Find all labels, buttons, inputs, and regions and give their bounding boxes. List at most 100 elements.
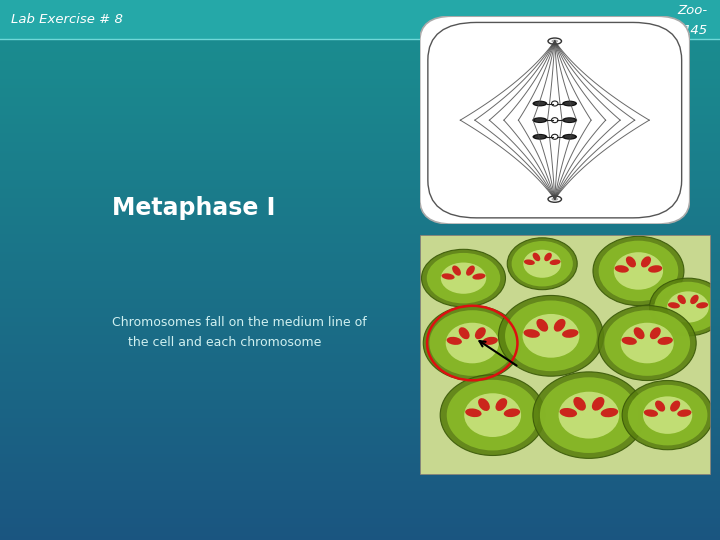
Ellipse shape [475, 327, 486, 339]
Bar [0, 157, 720, 158]
Bar [0, 324, 720, 326]
Bar [0, 282, 720, 285]
Bar [0, 275, 720, 277]
Bar [0, 463, 720, 464]
Bar [0, 123, 720, 124]
Ellipse shape [592, 397, 604, 410]
Bar [0, 468, 720, 470]
Bar [0, 99, 720, 101]
Bar [0, 270, 720, 272]
Bar [0, 529, 720, 531]
Ellipse shape [429, 310, 515, 376]
Bar [0, 207, 720, 209]
Bar [0, 486, 720, 488]
Ellipse shape [534, 118, 545, 122]
Bar [0, 160, 720, 162]
Bar [0, 124, 720, 126]
Bar [0, 464, 720, 466]
Bar [0, 349, 720, 351]
Bar [0, 196, 720, 198]
Bar [0, 133, 720, 135]
Bar [0, 23, 720, 25]
Bar [0, 25, 720, 27]
Ellipse shape [427, 253, 500, 303]
Bar [0, 444, 720, 447]
Bar [0, 34, 720, 36]
Ellipse shape [478, 398, 490, 411]
Bar [0, 22, 720, 23]
Bar [0, 423, 720, 425]
Bar [0, 241, 720, 243]
Bar [0, 482, 720, 484]
Bar [0, 335, 720, 336]
Ellipse shape [505, 300, 597, 371]
Bar [0, 140, 720, 142]
Bar [0, 432, 720, 434]
Ellipse shape [441, 273, 454, 280]
Bar [0, 38, 720, 39]
Bar [0, 339, 720, 340]
Ellipse shape [552, 198, 558, 201]
Bar [0, 522, 720, 524]
Bar [0, 407, 720, 409]
Bar [0, 355, 720, 356]
Bar [0, 380, 720, 382]
Bar [0, 459, 720, 461]
Bar [0, 185, 720, 187]
Bar [0, 97, 720, 99]
Bar [0, 452, 720, 454]
Ellipse shape [678, 295, 686, 304]
Circle shape [552, 118, 558, 123]
Bar [0, 517, 720, 518]
Bar [0, 92, 720, 93]
Bar [0, 11, 720, 12]
Ellipse shape [552, 39, 558, 43]
Bar [0, 191, 720, 193]
Bar [0, 457, 720, 459]
Bar [0, 20, 720, 22]
Bar [0, 481, 720, 482]
Bar [0, 86, 720, 88]
Ellipse shape [667, 292, 709, 322]
Ellipse shape [507, 238, 577, 289]
Ellipse shape [622, 381, 713, 450]
Bar [0, 227, 720, 228]
Bar [0, 231, 720, 232]
Bar [0, 261, 720, 263]
Bar [0, 61, 720, 63]
Ellipse shape [523, 314, 580, 357]
Bar [0, 387, 720, 389]
Bar [0, 198, 720, 200]
Ellipse shape [654, 282, 720, 332]
Bar [0, 470, 720, 471]
Bar [0, 137, 720, 139]
Bar [0, 344, 720, 346]
Ellipse shape [548, 38, 562, 44]
Bar [0, 212, 720, 214]
Bar [0, 166, 720, 167]
Bar [0, 130, 720, 131]
Bar [0, 420, 720, 421]
Bar [0, 474, 720, 475]
Bar [0, 312, 720, 313]
Bar [0, 180, 720, 182]
Bar [0, 70, 720, 72]
Bar [0, 317, 720, 319]
Bar [0, 484, 720, 486]
Bar [0, 248, 720, 250]
Bar [0, 9, 720, 11]
Bar [0, 295, 720, 297]
Bar [0, 232, 720, 234]
Ellipse shape [534, 102, 545, 105]
Text: Metaphase I: Metaphase I [112, 196, 275, 220]
Bar [0, 416, 720, 417]
Ellipse shape [564, 102, 575, 105]
Bar [0, 204, 720, 205]
Ellipse shape [423, 306, 521, 381]
Bar [0, 167, 720, 169]
Bar [0, 400, 720, 401]
Bar [0, 409, 720, 410]
Bar [0, 211, 720, 212]
Ellipse shape [604, 310, 690, 376]
Bar [0, 425, 720, 427]
